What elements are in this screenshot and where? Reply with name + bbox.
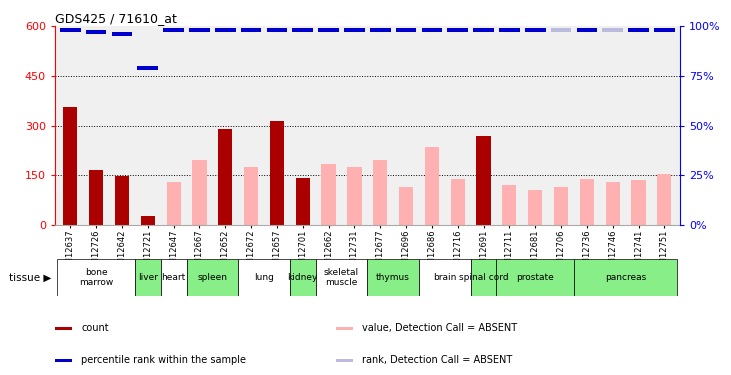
Bar: [580, 178, 594, 225]
Bar: [336, 359, 353, 362]
Bar: [140, 216, 155, 225]
Text: spleen: spleen: [197, 273, 227, 282]
Text: kidney: kidney: [287, 273, 318, 282]
Bar: [373, 160, 387, 225]
Bar: [316, 259, 367, 296]
Bar: [137, 66, 158, 70]
Bar: [550, 28, 572, 32]
Text: heart: heart: [162, 273, 186, 282]
Bar: [525, 28, 545, 32]
Bar: [654, 28, 675, 32]
Bar: [215, 28, 235, 32]
Bar: [167, 182, 181, 225]
Text: value, Detection Call = ABSENT: value, Detection Call = ABSENT: [363, 323, 518, 333]
Bar: [367, 259, 419, 296]
Bar: [89, 170, 103, 225]
Text: tissue ▶: tissue ▶: [9, 273, 51, 282]
Text: pancreas: pancreas: [605, 273, 646, 282]
Bar: [270, 121, 284, 225]
Text: count: count: [81, 323, 109, 333]
Bar: [63, 107, 77, 225]
Bar: [161, 259, 186, 296]
Bar: [632, 180, 645, 225]
Bar: [135, 259, 161, 296]
Bar: [60, 28, 80, 32]
Text: spinal cord: spinal cord: [459, 273, 508, 282]
Bar: [192, 160, 207, 225]
Bar: [55, 327, 72, 330]
Bar: [447, 28, 468, 32]
Bar: [244, 167, 258, 225]
Text: thymus: thymus: [376, 273, 410, 282]
Bar: [554, 187, 568, 225]
Bar: [267, 28, 287, 32]
Bar: [189, 28, 210, 32]
Bar: [295, 178, 310, 225]
Bar: [471, 259, 496, 296]
Bar: [425, 147, 439, 225]
Bar: [115, 176, 129, 225]
Bar: [322, 164, 336, 225]
Text: prostate: prostate: [516, 273, 554, 282]
Bar: [602, 28, 623, 32]
Bar: [473, 28, 494, 32]
Text: liver: liver: [138, 273, 158, 282]
Bar: [450, 178, 465, 225]
Bar: [318, 28, 339, 32]
Bar: [86, 30, 107, 34]
Text: rank, Detection Call = ABSENT: rank, Detection Call = ABSENT: [363, 355, 512, 365]
Text: percentile rank within the sample: percentile rank within the sample: [81, 355, 246, 365]
Bar: [577, 28, 597, 32]
Bar: [112, 32, 132, 36]
Bar: [163, 28, 184, 32]
Text: bone
marrow: bone marrow: [79, 268, 113, 287]
Bar: [502, 185, 517, 225]
Bar: [344, 28, 365, 32]
Bar: [292, 28, 313, 32]
Bar: [477, 136, 491, 225]
Text: lung: lung: [254, 273, 274, 282]
Bar: [218, 129, 232, 225]
Bar: [574, 259, 677, 296]
Bar: [347, 167, 362, 225]
Bar: [238, 259, 290, 296]
Bar: [290, 259, 316, 296]
Bar: [399, 187, 413, 225]
Bar: [336, 327, 353, 330]
Bar: [186, 259, 238, 296]
Text: brain: brain: [433, 273, 456, 282]
Bar: [528, 190, 542, 225]
Bar: [496, 259, 574, 296]
Bar: [395, 28, 417, 32]
Text: GDS425 / 71610_at: GDS425 / 71610_at: [55, 12, 177, 25]
Bar: [58, 259, 135, 296]
Bar: [628, 28, 649, 32]
Bar: [419, 259, 471, 296]
Text: skeletal
muscle: skeletal muscle: [324, 268, 359, 287]
Bar: [240, 28, 262, 32]
Bar: [605, 182, 620, 225]
Bar: [422, 28, 442, 32]
Bar: [55, 359, 72, 362]
Bar: [499, 28, 520, 32]
Bar: [370, 28, 390, 32]
Bar: [657, 174, 672, 225]
